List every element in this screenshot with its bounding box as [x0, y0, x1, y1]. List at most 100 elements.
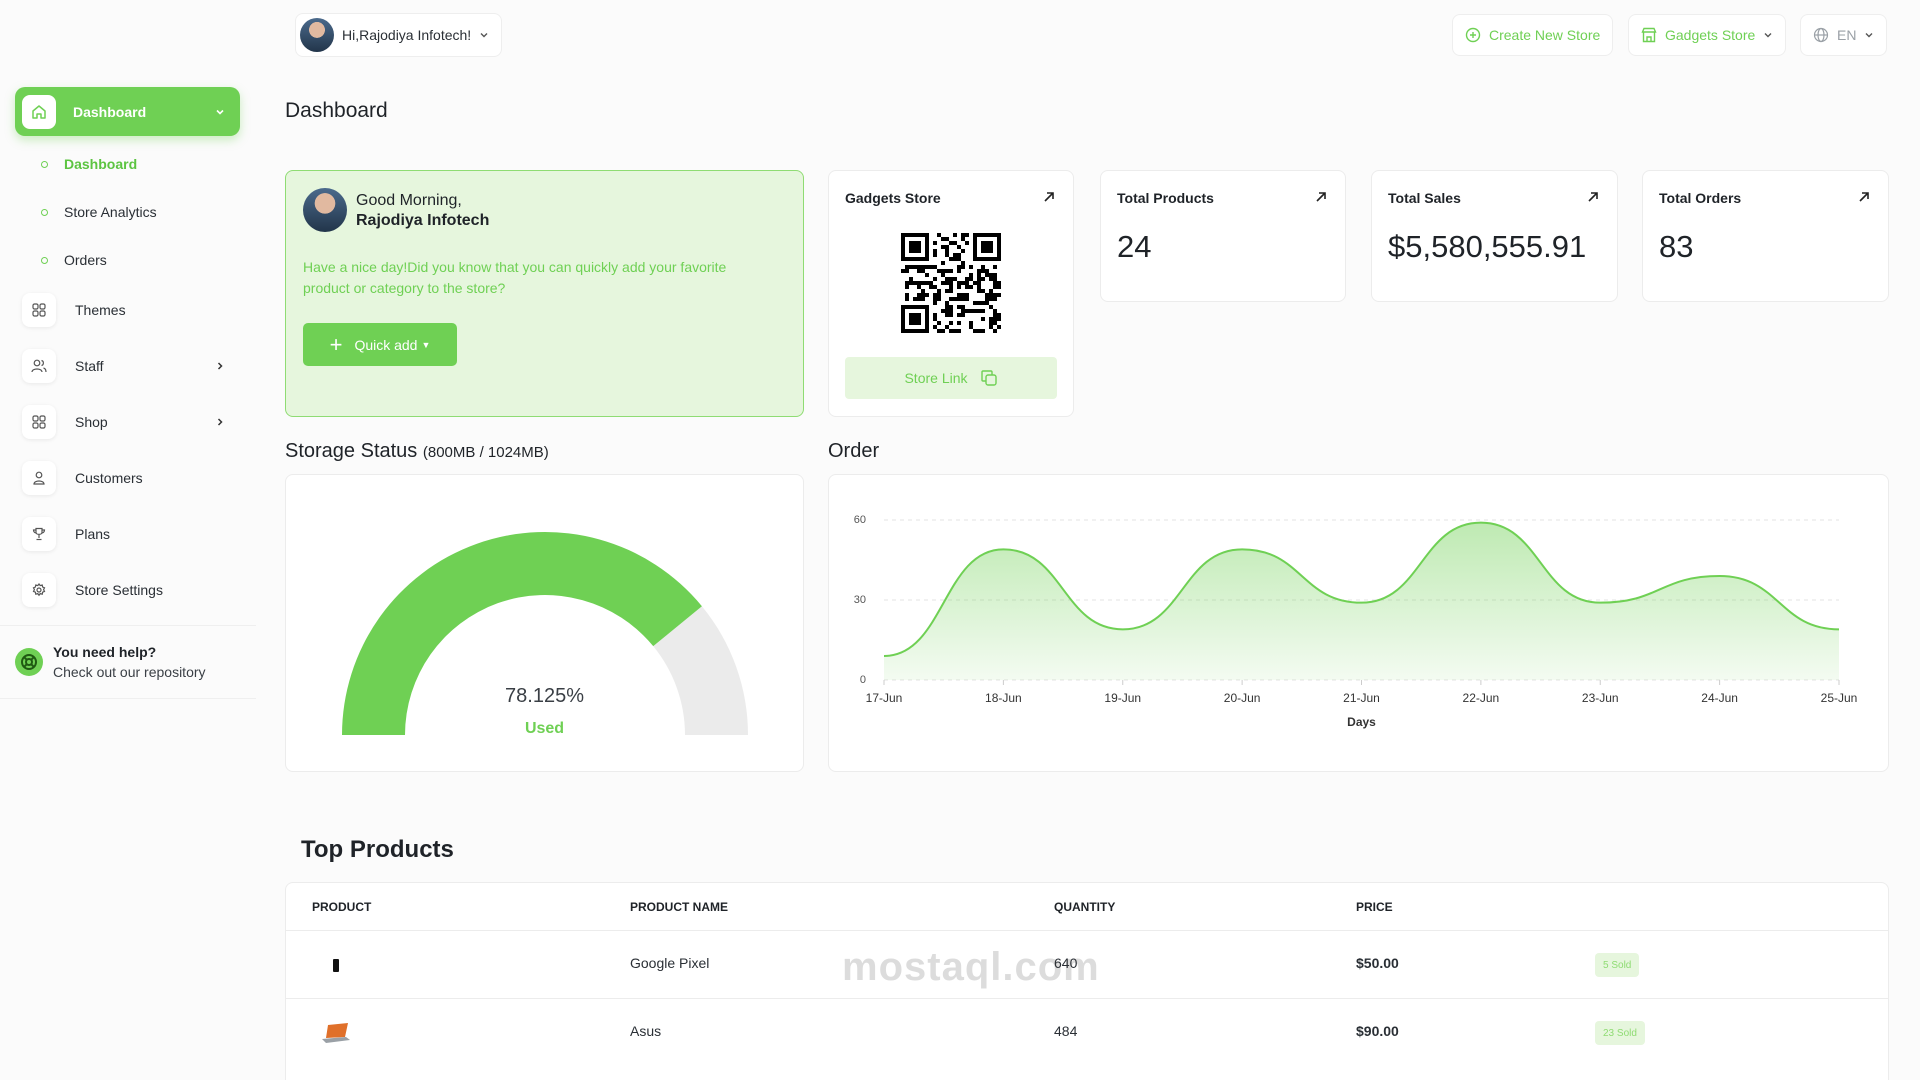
chevron-right-icon: [217, 418, 223, 426]
total-sales-card: Total Sales $5,580,555.91: [1371, 170, 1618, 302]
column-header: PRICE: [1356, 900, 1393, 914]
storage-title: Storage Status (800MB / 1024MB): [285, 440, 549, 463]
top-products-table: PRODUCT PRODUCT NAME QUANTITY PRICE Goog…: [285, 882, 1889, 1080]
sidebar-item-label: Staff: [75, 358, 104, 374]
order-chart-title: Order: [828, 440, 880, 462]
language-select[interactable]: EN: [1800, 14, 1888, 56]
sidebar-item-label: Shop: [75, 414, 108, 430]
help-text: Check out our repository: [53, 664, 206, 680]
chevron-down-icon: [1865, 33, 1873, 38]
sidebar-subitem-dashboard[interactable]: Dashboard: [41, 156, 137, 172]
chevron-down-icon: [1764, 33, 1772, 38]
help-title: You need help?: [53, 644, 157, 660]
sidebar-item-label: Themes: [75, 302, 126, 318]
x-axis-label: Days: [1347, 715, 1376, 729]
stat-value: 24: [1117, 229, 1152, 264]
sidebar-item-plans[interactable]: Plans: [22, 516, 232, 552]
users-icon: [22, 349, 56, 383]
user-menu[interactable]: Hi,Rajodiya Infotech!: [295, 13, 503, 57]
sidebar-item-themes[interactable]: Themes: [22, 292, 232, 328]
sidebar-subitem-orders[interactable]: Orders: [41, 252, 107, 268]
series-area: [884, 522, 1839, 680]
order-chart-card: 0 30 60 17-Jun 18-Jun 19-Jun 20-Jun 21-Jun 22-Ju…: [828, 474, 1889, 772]
gauge-used-arc: [342, 532, 702, 735]
gauge-remaining-arc: [653, 606, 748, 735]
x-tick-label: 17-Jun: [866, 691, 903, 705]
storage-title-text: Storage Status: [285, 440, 418, 462]
series-line: [883, 521, 1840, 657]
storage-used-label: Used: [524, 720, 565, 737]
user-icon: [22, 461, 56, 495]
product-quantity: 484: [1054, 1023, 1078, 1039]
welcome-card: Good Morning, Rajodiya Infotech Have a n…: [285, 170, 804, 417]
quick-add-button[interactable]: + Quick add ▼: [303, 323, 457, 366]
stat-title: Total Orders: [1659, 190, 1742, 206]
storage-card: 78.125% Used: [285, 474, 804, 772]
sidebar-item-dashboard[interactable]: Dashboard: [15, 87, 240, 136]
sidebar-subitem-store-analytics[interactable]: Store Analytics: [41, 204, 157, 220]
avatar: [300, 18, 334, 52]
table-row[interactable]: Google Pixel 640 $50.00 5 Sold: [286, 930, 1888, 998]
gear-icon: [22, 573, 56, 607]
plus-circle-icon: [1465, 27, 1481, 43]
store-link-label: Store Link: [904, 370, 968, 386]
store-select[interactable]: Gadgets Store: [1628, 14, 1787, 56]
storage-subtitle: (800MB / 1024MB): [422, 444, 549, 461]
stat-title: Total Products: [1117, 190, 1214, 206]
user-greeting: Hi,Rajodiya Infotech!: [342, 27, 472, 43]
bullet-icon: [41, 160, 48, 168]
plus-icon: +: [329, 331, 343, 357]
x-tick-label: 18-Jun: [985, 691, 1022, 705]
language-label: EN: [1837, 27, 1857, 43]
arrow-up-right-icon[interactable]: [1587, 191, 1599, 203]
sidebar: Dashboard Dashboard Store Analytics Orde…: [0, 0, 256, 1080]
x-tick-label: 21-Jun: [1343, 691, 1380, 705]
home-icon: [22, 94, 56, 129]
sidebar-item-label: Customers: [75, 470, 143, 486]
avatar: [303, 188, 347, 232]
x-tick-label: 23-Jun: [1582, 691, 1619, 705]
store-select-label: Gadgets Store: [1665, 27, 1756, 43]
store-card-title: Gadgets Store: [845, 190, 941, 206]
sidebar-item-label: Plans: [75, 526, 111, 542]
chevron-down-icon: [216, 109, 224, 115]
y-tick-label: 0: [860, 674, 866, 686]
sidebar-item-label: Dashboard: [73, 103, 147, 120]
help-box[interactable]: You need help? Check out our repository: [0, 625, 256, 699]
arrow-up-right-icon[interactable]: [1043, 191, 1055, 203]
copy-icon: [980, 370, 997, 386]
create-store-button[interactable]: Create New Store: [1452, 14, 1614, 56]
store-link-button[interactable]: Store Link: [845, 357, 1057, 399]
sold-badge: 5 Sold: [1595, 953, 1640, 977]
column-header: PRODUCT: [312, 900, 372, 914]
sidebar-item-staff[interactable]: Staff: [22, 348, 232, 384]
y-tick-label: 30: [854, 594, 866, 606]
y-tick-label: 60: [854, 514, 866, 526]
product-thumbnail: [333, 959, 339, 972]
product-price: $50.00: [1356, 955, 1399, 971]
store-card: Gadgets Store Store Link: [828, 170, 1074, 417]
sidebar-subitem-label: Dashboard: [64, 156, 138, 172]
x-tick-label: 19-Jun: [1104, 691, 1141, 705]
user-name: Rajodiya Infotech: [356, 212, 490, 229]
sidebar-item-shop[interactable]: Shop: [22, 404, 232, 440]
product-thumbnail: [322, 1023, 350, 1043]
arrow-up-right-icon[interactable]: [1858, 191, 1870, 203]
sidebar-item-store-settings[interactable]: Store Settings: [22, 572, 232, 608]
create-store-label: Create New Store: [1489, 27, 1601, 43]
column-header: PRODUCT NAME: [630, 900, 728, 914]
product-quantity: 640: [1054, 955, 1078, 971]
sidebar-item-label: Store Settings: [75, 582, 163, 598]
total-orders-card: Total Orders 83: [1642, 170, 1889, 302]
lifebuoy-icon: [15, 648, 43, 676]
x-tick-label: 25-Jun: [1821, 691, 1858, 705]
arrow-up-right-icon[interactable]: [1315, 191, 1327, 203]
qr-code: [901, 233, 1001, 333]
sidebar-subitem-label: Orders: [64, 252, 107, 268]
sidebar-subitem-label: Store Analytics: [64, 204, 157, 220]
sidebar-item-customers[interactable]: Customers: [22, 460, 232, 496]
storage-gauge: [342, 532, 748, 735]
stat-value: $5,580,555.91: [1388, 229, 1587, 264]
table-row[interactable]: Asus 484 $90.00 23 Sold: [286, 998, 1888, 1066]
page-title: Dashboard: [285, 99, 388, 122]
